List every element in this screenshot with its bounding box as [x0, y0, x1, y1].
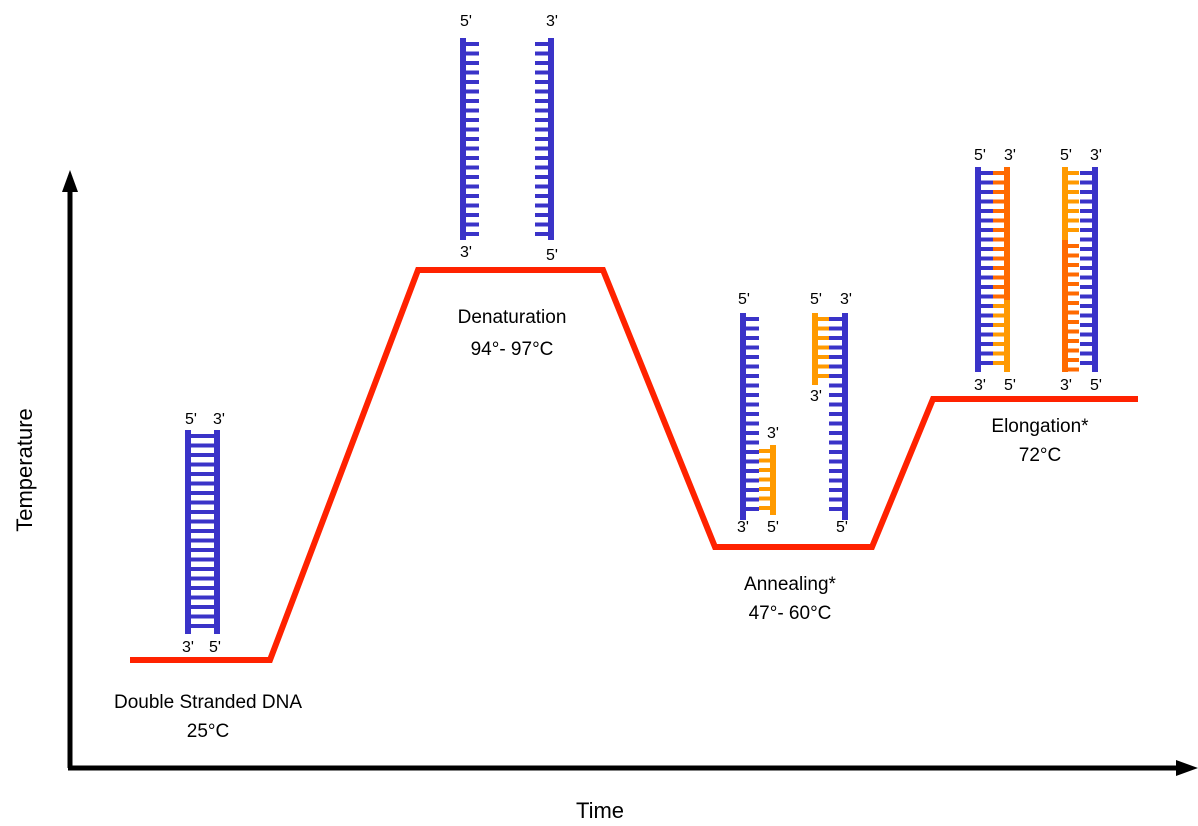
stage-name: Annealing*	[744, 574, 837, 595]
y-axis-label: Temperature	[12, 408, 37, 532]
stage-temperature: 94°- 97°C	[471, 339, 554, 360]
end-label: 5'	[1060, 147, 1072, 164]
end-label: 3'	[182, 639, 194, 656]
end-label: 3'	[460, 244, 472, 261]
stage-name: Double Stranded DNA	[114, 692, 302, 713]
end-label: 5'	[1004, 377, 1016, 394]
end-label: 3'	[840, 291, 852, 308]
temperature-profile	[130, 267, 1138, 663]
end-label: 5'	[974, 147, 986, 164]
strands	[185, 38, 1098, 634]
end-label: 5'	[1090, 377, 1102, 394]
end-label: 3'	[1004, 147, 1016, 164]
end-label: 3'	[1090, 147, 1102, 164]
stage-temperature: 47°- 60°C	[749, 603, 832, 624]
end-label: 5'	[767, 519, 779, 536]
end-label: 5'	[836, 519, 848, 536]
y-arrow	[62, 170, 78, 192]
end-label: 3'	[767, 425, 779, 442]
x-arrow	[1176, 760, 1198, 776]
end-label: 3'	[974, 377, 986, 394]
stage-temperature: 25°C	[187, 721, 229, 742]
stage-name: Denaturation	[458, 307, 567, 328]
end-label: 3'	[546, 13, 558, 30]
end-label: 3'	[1060, 377, 1072, 394]
end-label: 3'	[213, 411, 225, 428]
end-label: 5'	[209, 639, 221, 656]
axes	[62, 170, 1198, 776]
x-axis-label: Time	[576, 798, 624, 823]
end-label: 3'	[737, 519, 749, 536]
end-label: 5'	[810, 291, 822, 308]
end-label: 3'	[810, 388, 822, 405]
end-label: 5'	[546, 247, 558, 264]
end-label: 5'	[460, 13, 472, 30]
stage-temperature: 72°C	[1019, 445, 1061, 466]
stage-name: Elongation*	[991, 416, 1089, 437]
end-label: 5'	[185, 411, 197, 428]
end-label: 5'	[738, 291, 750, 308]
